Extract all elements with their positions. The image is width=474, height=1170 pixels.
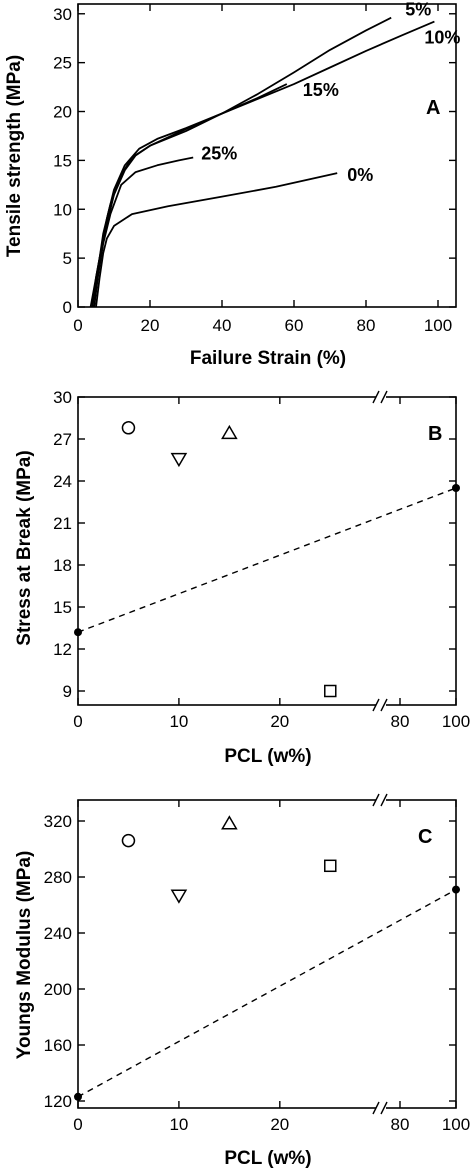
x-tick-label: 100 xyxy=(424,316,452,335)
axis-break-gap xyxy=(376,797,386,803)
x-tick-label: 20 xyxy=(141,316,160,335)
y-tick-label: 30 xyxy=(53,5,72,24)
axis-break-gap xyxy=(376,1105,386,1111)
y-tick-label: 240 xyxy=(44,924,72,943)
point-triangle-up xyxy=(221,815,238,830)
x-tick-label: 10 xyxy=(169,712,188,731)
reference-line-dashed xyxy=(77,487,457,633)
y-tick-label: 21 xyxy=(53,514,72,533)
y-tick-label: 0 xyxy=(63,298,72,317)
panel-c-xlabel: PCL (w%) xyxy=(224,1148,311,1169)
point-triangle-down xyxy=(170,452,188,468)
y-tick-label: 15 xyxy=(53,151,72,170)
x-tick-label: 100 xyxy=(442,1115,470,1134)
x-tick-label: 80 xyxy=(391,712,410,731)
x-tick-label: 0 xyxy=(73,1115,82,1134)
series-label: 25% xyxy=(201,143,237,163)
axis-break-mark xyxy=(380,1101,388,1115)
x-tick-label: 10 xyxy=(169,1115,188,1134)
x-tick-label: 80 xyxy=(391,1115,410,1134)
y-tick-label: 280 xyxy=(44,868,72,887)
x-tick-label: 80 xyxy=(357,316,376,335)
panel-c-frame xyxy=(77,799,457,1109)
point-circle xyxy=(121,833,136,848)
y-tick-label: 5 xyxy=(63,249,72,268)
y-tick-label: 20 xyxy=(53,103,72,122)
axis-break-gap xyxy=(376,394,386,400)
panel-a-xlabel: Failure Strain (%) xyxy=(190,348,346,369)
x-tick-label: 40 xyxy=(213,316,232,335)
axis-break-mark xyxy=(380,390,388,404)
x-tick-label: 20 xyxy=(270,712,289,731)
y-tick-label: 320 xyxy=(44,812,72,831)
panel-b: 9 12 15 18 21 24 27 30 0 10 20 80 100 B PCL (w%) St… xyxy=(14,388,470,767)
point-filled-circle xyxy=(452,484,460,492)
series-label: 15% xyxy=(303,80,339,100)
axis-break-mark xyxy=(372,1101,380,1115)
y-tick-label: 30 xyxy=(53,388,72,407)
y-tick-label: 25 xyxy=(53,54,72,73)
series-line-10pct xyxy=(89,20,435,308)
y-tick-label: 200 xyxy=(44,980,72,999)
panel-a-frame xyxy=(77,3,457,308)
y-tick-label: 24 xyxy=(53,472,72,491)
axis-break-gap xyxy=(376,702,386,708)
axis-break-mark xyxy=(372,793,380,807)
y-tick-label: 120 xyxy=(44,1092,72,1111)
series-line-0pct xyxy=(95,172,338,308)
point-square xyxy=(324,859,337,873)
series-label: 5% xyxy=(405,0,431,20)
reference-line-dashed xyxy=(77,888,457,1098)
point-square xyxy=(324,684,337,698)
axis-break-mark xyxy=(372,698,380,712)
series-line-25pct xyxy=(93,156,194,308)
panel-a-letter: A xyxy=(426,97,440,119)
point-filled-circle xyxy=(74,628,82,637)
x-tick-label: 20 xyxy=(270,1115,289,1134)
axis-break-mark xyxy=(380,793,388,807)
y-tick-label: 12 xyxy=(53,640,72,659)
y-tick-label: 9 xyxy=(63,682,72,701)
panel-c-letter: C xyxy=(418,826,432,848)
x-tick-label: 100 xyxy=(442,712,470,731)
y-tick-label: 160 xyxy=(44,1036,72,1055)
point-triangle-down xyxy=(170,889,188,904)
point-filled-circle xyxy=(74,1092,82,1101)
panel-b-frame xyxy=(77,396,457,706)
point-triangle-up xyxy=(221,424,238,440)
series-line-5pct xyxy=(91,16,392,308)
x-tick-label: 60 xyxy=(285,316,304,335)
panel-a-ylabel: Tensile strength (MPa) xyxy=(4,55,25,257)
panel-c: 120 160 200 240 280 320 0 10 20 80 100 C PCL (w%)… xyxy=(14,793,470,1169)
panel-b-letter: B xyxy=(428,423,442,445)
y-tick-label: 18 xyxy=(53,556,72,575)
y-tick-label: 10 xyxy=(53,200,72,219)
point-circle xyxy=(121,421,136,435)
series-label: 0% xyxy=(347,165,373,185)
x-tick-label: 0 xyxy=(73,712,82,731)
panel-c-ylabel: Youngs Modulus (MPa) xyxy=(14,851,35,1060)
point-filled-circle xyxy=(452,885,460,894)
y-tick-label: 27 xyxy=(53,430,72,449)
y-tick-label: 15 xyxy=(53,598,72,617)
series-label: 10% xyxy=(424,28,460,48)
axis-break-mark xyxy=(372,390,380,404)
series-line-15pct xyxy=(91,83,288,308)
axis-break-mark xyxy=(380,698,388,712)
panel-b-xlabel: PCL (w%) xyxy=(224,746,311,767)
panel-b-ylabel: Stress at Break (MPa) xyxy=(14,450,35,645)
x-tick-label: 0 xyxy=(73,316,82,335)
